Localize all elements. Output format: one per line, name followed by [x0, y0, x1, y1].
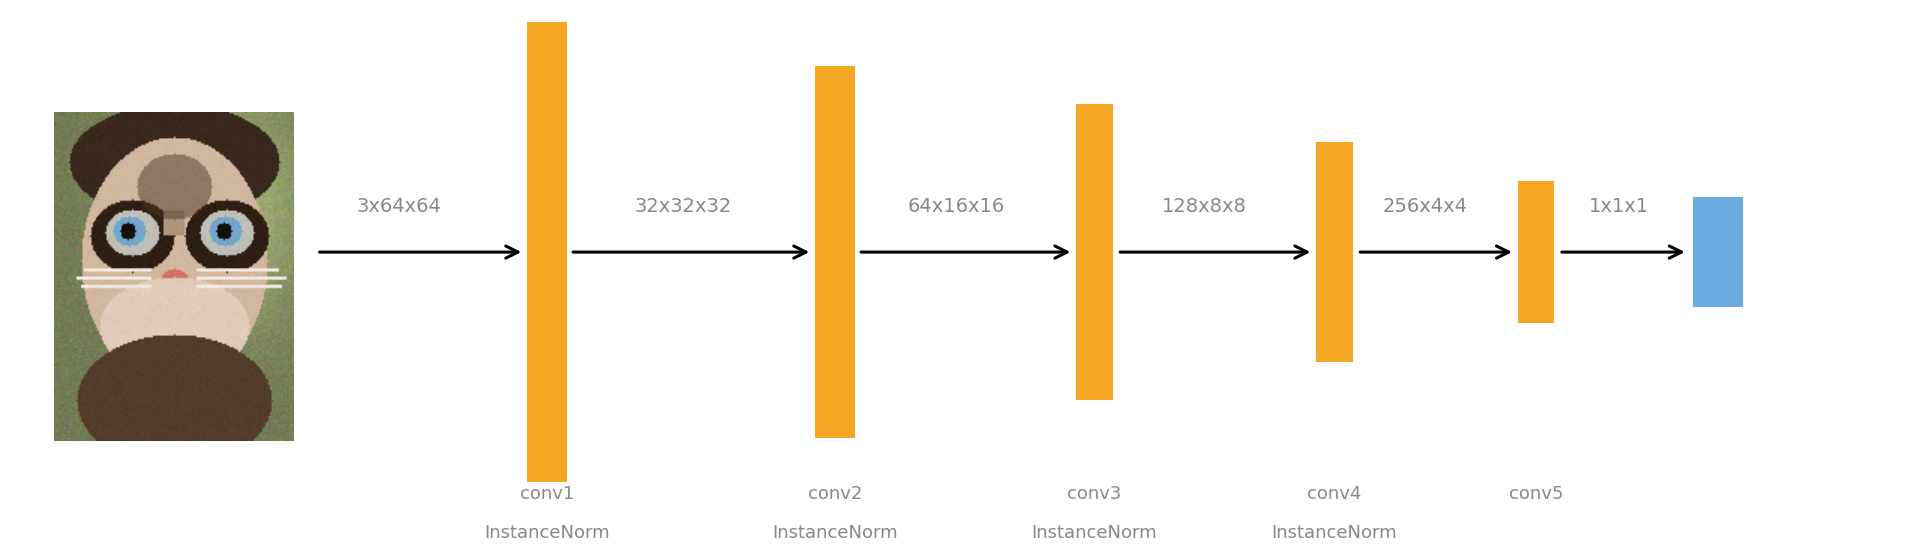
Text: InstanceNorm: InstanceNorm	[484, 524, 611, 543]
Text: 256x4x4: 256x4x4	[1382, 197, 1467, 216]
Text: InstanceNorm: InstanceNorm	[772, 524, 899, 543]
Text: 64x16x16: 64x16x16	[908, 197, 1004, 216]
Bar	[814, 66, 856, 438]
Bar	[1075, 104, 1114, 400]
Bar	[526, 22, 568, 482]
Text: 1x1x1: 1x1x1	[1588, 197, 1649, 216]
Text: InstanceNorm: InstanceNorm	[1271, 524, 1398, 543]
Text: 32x32x32: 32x32x32	[636, 197, 732, 216]
Bar	[1317, 142, 1352, 362]
Bar	[1519, 181, 1555, 323]
Text: conv2: conv2	[808, 485, 862, 503]
Text: InstanceNorm: InstanceNorm	[1031, 524, 1158, 543]
Text: 128x8x8: 128x8x8	[1162, 197, 1246, 216]
Text: conv5: conv5	[1509, 485, 1563, 503]
Text: conv1: conv1	[520, 485, 574, 503]
Bar	[1693, 197, 1743, 307]
Text: conv4: conv4	[1308, 485, 1361, 503]
Text: conv3: conv3	[1068, 485, 1121, 503]
Text: 3x64x64: 3x64x64	[357, 197, 442, 216]
